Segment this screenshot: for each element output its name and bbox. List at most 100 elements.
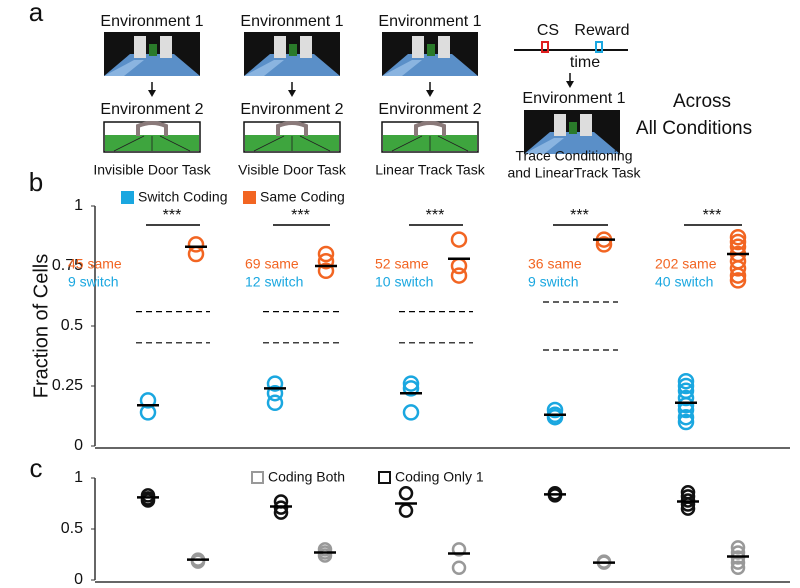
data-point	[266, 384, 284, 402]
y-tick-label: 0.5	[61, 317, 83, 334]
data-point	[677, 372, 695, 390]
count-label: 52 same	[375, 256, 429, 272]
data-point	[546, 408, 564, 426]
legend-marker	[378, 471, 391, 484]
data-point	[729, 267, 747, 284]
data-point	[402, 404, 420, 421]
legend-label: Switch Coding	[138, 189, 228, 205]
data-point	[730, 540, 746, 555]
count-label: 9 switch	[528, 274, 579, 290]
data-point	[730, 545, 746, 560]
data-point	[266, 394, 284, 412]
data-point	[451, 542, 467, 557]
env-thumbnail	[242, 120, 342, 154]
legend-marker	[251, 471, 264, 484]
env-thumbnail	[244, 32, 340, 76]
arrow	[147, 81, 157, 98]
side-label: Across	[673, 91, 731, 112]
data-point	[595, 236, 613, 253]
count-label: 69 same	[245, 256, 299, 272]
legend-label: Coding Only 1	[395, 469, 484, 485]
data-point	[317, 548, 333, 563]
legend-marker	[121, 191, 134, 204]
data-point	[402, 380, 420, 397]
y-tick-label: 0.25	[52, 377, 83, 394]
data-point	[140, 488, 156, 503]
data-point	[729, 260, 747, 277]
data-point	[317, 262, 335, 280]
env-thumbnail	[104, 32, 200, 76]
y-tick-label: 0	[74, 437, 83, 454]
y-tick-label: 0.75	[52, 257, 83, 274]
panel-label: c	[30, 453, 43, 483]
env-label: Environment 2	[240, 101, 343, 118]
arrow	[425, 81, 435, 98]
count-label: 40 switch	[655, 274, 713, 290]
data-point	[190, 554, 206, 569]
count-label: 45 same	[68, 256, 122, 272]
legend-label: Same Coding	[260, 189, 345, 205]
data-point	[680, 497, 696, 512]
panel-label: b	[29, 167, 43, 197]
env-label: Environment 1	[522, 90, 625, 107]
data-point	[187, 236, 205, 253]
data-point	[730, 560, 746, 576]
significance-label: ***	[570, 207, 589, 224]
y-tick-label: 0	[74, 571, 83, 588]
data-point	[317, 245, 335, 263]
panel-label: a	[29, 0, 44, 27]
count-label: 12 switch	[245, 274, 303, 290]
env-label: Environment 2	[100, 101, 203, 118]
time-label: time	[570, 54, 600, 71]
data-point	[729, 272, 747, 289]
data-point	[317, 252, 335, 270]
data-point	[450, 231, 468, 248]
count-label: 10 switch	[375, 274, 433, 290]
data-point	[451, 560, 467, 576]
task-label: Invisible Door Task	[93, 162, 211, 178]
task-label: Visible Door Task	[238, 162, 347, 178]
env-thumbnail	[382, 32, 478, 76]
task-label: Trace Conditioning	[516, 148, 633, 164]
data-point	[398, 503, 414, 518]
data-point	[677, 396, 695, 414]
env-thumbnail	[380, 120, 480, 154]
legend-marker	[243, 191, 256, 204]
env-label: Environment 1	[378, 13, 481, 30]
data-point	[546, 401, 564, 419]
data-point	[677, 377, 695, 395]
env-label: Environment 1	[240, 13, 343, 30]
y-tick-label: 1	[74, 469, 83, 486]
data-point	[139, 392, 157, 409]
data-point	[266, 375, 284, 392]
data-point	[140, 493, 156, 508]
env-label: Environment 1	[100, 13, 203, 30]
significance-label: ***	[426, 207, 445, 224]
data-point	[729, 228, 747, 246]
data-point	[729, 233, 747, 251]
data-point	[402, 375, 420, 392]
y-tick-label: 0.5	[61, 520, 83, 537]
count-label: 202 same	[655, 256, 717, 272]
y-tick-label: 1	[74, 197, 83, 214]
reward-label: Reward	[574, 22, 629, 39]
cs-label: CS	[537, 22, 559, 39]
env-thumbnail	[102, 120, 202, 154]
task-label: and LinearTrack Task	[507, 165, 641, 181]
arrow	[287, 81, 297, 98]
task-label: Linear Track Task	[375, 162, 485, 178]
significance-label: ***	[291, 207, 310, 224]
data-point	[677, 389, 695, 407]
y-axis-label: Fraction of Cells	[30, 254, 52, 399]
env-label: Environment 2	[378, 101, 481, 118]
significance-label: ***	[163, 207, 182, 224]
count-label: 36 same	[528, 256, 582, 272]
cs-marker	[541, 41, 549, 53]
side-label: All Conditions	[636, 118, 752, 139]
reward-marker	[595, 41, 603, 53]
data-point	[450, 267, 468, 284]
significance-label: ***	[703, 207, 722, 224]
data-point	[398, 486, 414, 501]
data-point	[677, 413, 695, 431]
